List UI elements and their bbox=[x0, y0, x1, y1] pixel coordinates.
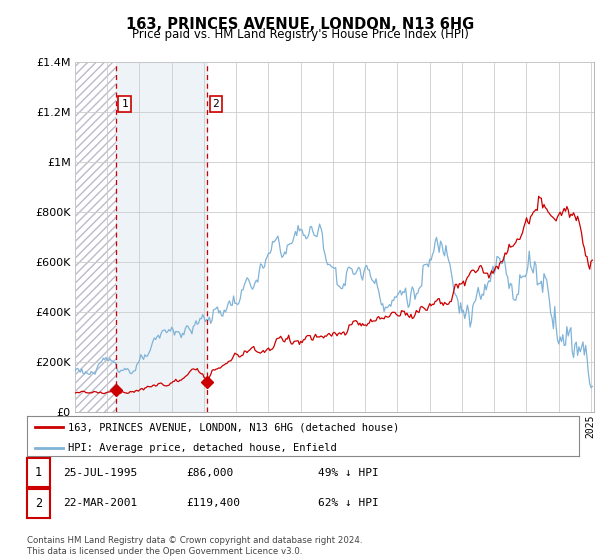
Text: 2: 2 bbox=[212, 99, 219, 109]
Text: 2: 2 bbox=[35, 497, 42, 510]
Text: 1: 1 bbox=[35, 466, 42, 479]
Text: 22-MAR-2001: 22-MAR-2001 bbox=[63, 498, 137, 508]
Text: 62% ↓ HPI: 62% ↓ HPI bbox=[318, 498, 379, 508]
Text: 25-JUL-1995: 25-JUL-1995 bbox=[63, 468, 137, 478]
Text: Price paid vs. HM Land Registry's House Price Index (HPI): Price paid vs. HM Land Registry's House … bbox=[131, 28, 469, 41]
Text: £119,400: £119,400 bbox=[186, 498, 240, 508]
Text: 1: 1 bbox=[121, 99, 128, 109]
Text: HPI: Average price, detached house, Enfield: HPI: Average price, detached house, Enfi… bbox=[68, 442, 337, 452]
Text: Contains HM Land Registry data © Crown copyright and database right 2024.
This d: Contains HM Land Registry data © Crown c… bbox=[27, 536, 362, 556]
Text: £86,000: £86,000 bbox=[186, 468, 233, 478]
Text: 163, PRINCES AVENUE, LONDON, N13 6HG: 163, PRINCES AVENUE, LONDON, N13 6HG bbox=[126, 17, 474, 32]
Text: 163, PRINCES AVENUE, LONDON, N13 6HG (detached house): 163, PRINCES AVENUE, LONDON, N13 6HG (de… bbox=[68, 422, 400, 432]
Text: 49% ↓ HPI: 49% ↓ HPI bbox=[318, 468, 379, 478]
